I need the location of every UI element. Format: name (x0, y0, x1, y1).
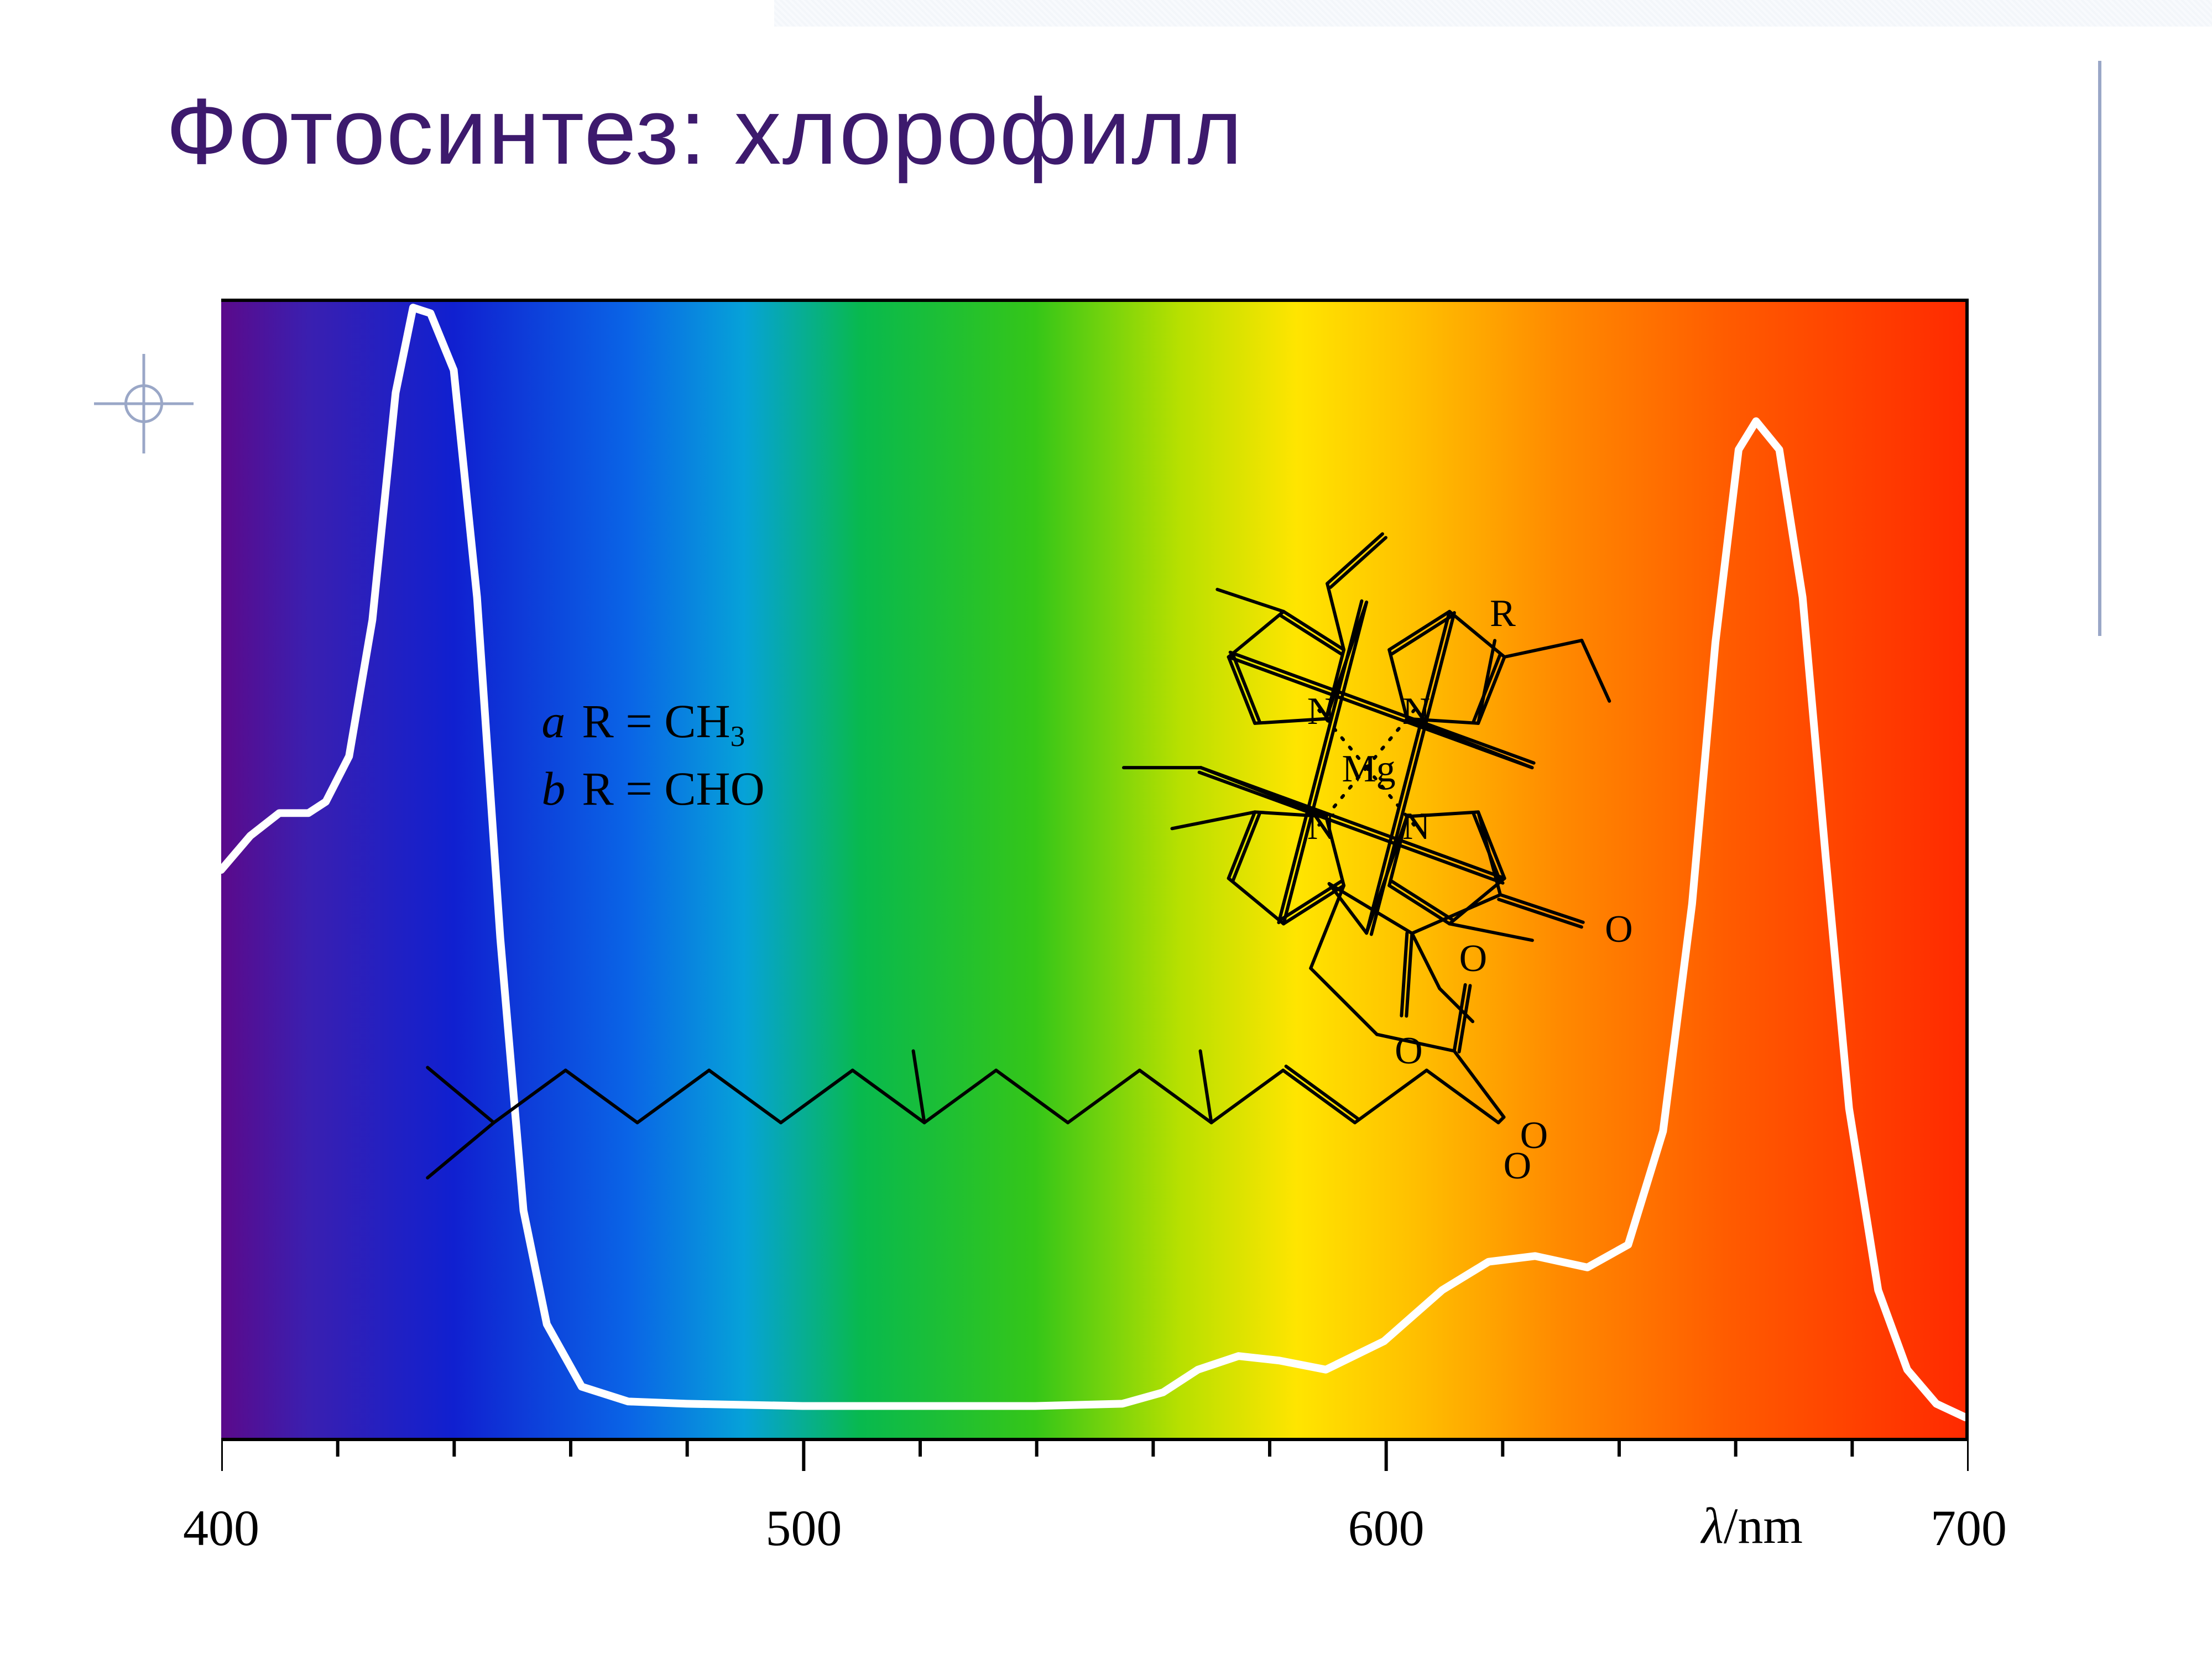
molecule-label: N (1307, 805, 1335, 849)
molecule-label: Mg (1342, 747, 1395, 791)
molecule-label: O (1504, 1144, 1532, 1188)
molecule-label: O (1395, 1029, 1423, 1073)
molecule-label: N (1307, 690, 1335, 734)
x-axis-ticks (221, 1438, 1969, 1477)
plot-area: aR = CH3bR = CHO MgNNNNROOOOO (221, 299, 1969, 1438)
molecule-label: O (1459, 937, 1488, 981)
x-tick-label: 700 (1931, 1499, 2007, 1557)
molecule-label: N (1402, 690, 1431, 734)
x-axis-title: λ/nm (1702, 1496, 1803, 1555)
legend-row: aR = CH3 (541, 689, 764, 757)
molecule-label: R (1490, 592, 1516, 636)
x-tick-label: 500 (765, 1499, 842, 1557)
spectrum-svg (221, 302, 1965, 1438)
slide-title: Фотосинтез: хлорофилл (166, 77, 1244, 186)
absorption-spectrum-figure: aR = CH3bR = CHO MgNNNNROOOOO λ/nm 40050… (221, 299, 1969, 1543)
chlorophyll-legend: aR = CH3bR = CHO (541, 689, 764, 821)
legend-row: bR = CHO (541, 757, 764, 821)
decorative-crosshair-icon (94, 354, 194, 453)
x-tick-label: 600 (1348, 1499, 1425, 1557)
decorative-texture-top (774, 0, 2212, 27)
molecule-label: O (1605, 907, 1633, 952)
molecule-label: N (1402, 805, 1431, 849)
decorative-vertical-line (2098, 61, 2101, 636)
x-tick-label: 400 (183, 1499, 259, 1557)
x-axis-labels: λ/nm 400500600700 (221, 1477, 1969, 1543)
